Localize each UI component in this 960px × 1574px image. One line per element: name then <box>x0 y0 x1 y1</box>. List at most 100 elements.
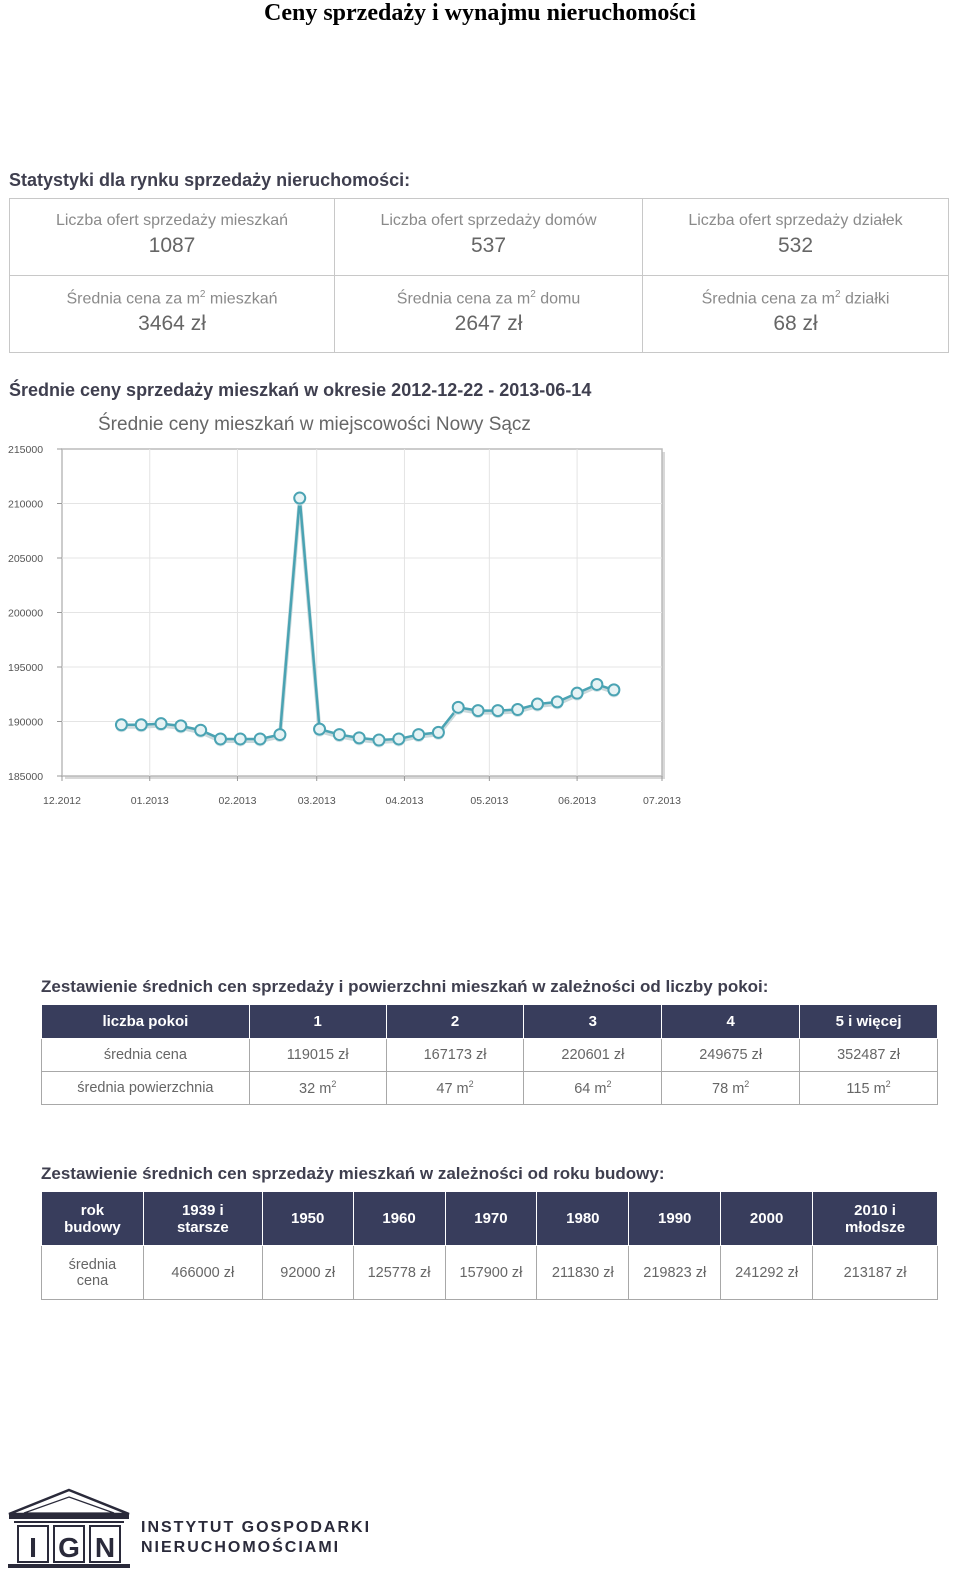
logo-letter: I <box>29 1532 37 1563</box>
data-point <box>213 732 227 746</box>
header-cell: 1970 <box>444 1191 538 1246</box>
table-cell: 64 m2 <box>523 1071 663 1105</box>
stat-value: 1087 <box>148 234 196 257</box>
header-cell: 3 <box>523 1004 663 1039</box>
data-point <box>590 677 604 691</box>
stat-value: 3464 zł <box>138 312 206 336</box>
data-point <box>253 732 267 746</box>
table-cell: 213187 zł <box>812 1245 938 1300</box>
data-point <box>114 718 128 732</box>
data-point <box>313 722 327 736</box>
stat-plot-price: Średnia cena za m2 działki 68 zł <box>643 276 948 352</box>
stat-apartment-price: Średnia cena za m2 mieszkań 3464 zł <box>10 276 335 352</box>
y-tick-label: 200000 <box>8 608 43 620</box>
stat-value: 532 <box>777 234 814 257</box>
stat-plot-offers: Liczba ofert sprzedaży działek 532 <box>643 199 948 276</box>
data-point <box>491 704 505 718</box>
header-cell: 1 <box>248 1004 387 1039</box>
table-cell: 219823 zł <box>628 1245 722 1300</box>
logo-text: INSTYTUT GOSPODARKI NIERUCHOMOŚCIAMI <box>141 1518 371 1558</box>
x-tick-label: 03.2013 <box>298 795 336 807</box>
data-point <box>332 728 346 742</box>
logo-letter: N <box>95 1532 115 1563</box>
stat-label: Liczba ofert sprzedaży mieszkań <box>55 212 289 229</box>
table-cell: 352487 zł <box>799 1038 938 1072</box>
x-tick-label: 01.2013 <box>131 795 169 807</box>
header-cell: 5 i więcej <box>799 1004 938 1039</box>
stat-label: Średnia cena za m2 działki <box>701 289 890 308</box>
table-row: średnia cena 119015 zł 167173 zł 220601 … <box>41 1038 938 1072</box>
header-cell: 1950 <box>261 1191 354 1246</box>
data-point <box>570 686 584 700</box>
table-cell: 115 m2 <box>799 1071 938 1105</box>
stat-house-offers: Liczba ofert sprzedaży domów 537 <box>335 199 643 276</box>
header-cell: 1990 <box>628 1191 722 1246</box>
table-cell: 241292 zł <box>720 1245 814 1300</box>
ign-logo: I G N <box>4 1488 134 1574</box>
year-table-header-row: rok budowy 1939 i starsze 1950 1960 1970 1… <box>41 1191 938 1246</box>
data-point <box>273 728 287 742</box>
table-cell: 211830 zł <box>536 1245 630 1300</box>
x-tick-label: 06.2013 <box>558 795 596 807</box>
data-point <box>293 491 307 505</box>
table-cell: 32 m2 <box>248 1071 387 1105</box>
y-tick-label: 205000 <box>8 553 43 565</box>
y-tick-label: 195000 <box>8 662 43 674</box>
row-label: średnia powierzchnia <box>41 1071 250 1105</box>
table-cell: 220601 zł <box>523 1038 663 1072</box>
data-point <box>174 719 188 733</box>
x-tick-label: 04.2013 <box>385 795 423 807</box>
data-point <box>471 704 485 718</box>
stat-value: 68 zł <box>773 312 818 336</box>
y-tick-label: 215000 <box>8 444 43 456</box>
x-tick-label: 12.2012 <box>43 795 81 807</box>
stat-label: Średnia cena za m2 mieszkań <box>66 289 278 308</box>
y-tick-label: 185000 <box>8 771 43 783</box>
header-cell: 2010 i młodsze <box>812 1191 938 1246</box>
data-point <box>451 700 465 714</box>
data-point <box>530 697 544 711</box>
table-cell: 119015 zł <box>248 1038 387 1072</box>
building-logo-icon: I G N <box>8 1488 130 1568</box>
header-cell: liczba pokoi <box>41 1004 250 1039</box>
x-tick-label: 02.2013 <box>218 795 256 807</box>
logo-letter: G <box>58 1532 80 1563</box>
stats-heading: Statystyki dla rynku sprzedaży nieruchom… <box>9 170 411 190</box>
table-cell: 157900 zł <box>444 1245 538 1300</box>
header-cell: 1960 <box>352 1191 446 1246</box>
row-label: średnia cena <box>41 1038 250 1072</box>
stat-label: Średnia cena za m2 domu <box>396 289 581 308</box>
price-line-chart: 185000 190000 195000 200000 205000 210000 2150… <box>8 444 681 807</box>
table-row: średnia powierzchnia 32 m2 47 m2 64 m2 7… <box>41 1071 938 1105</box>
rooms-table-header-row: liczba pokoi 1 2 3 4 5 i więcej <box>41 1004 938 1039</box>
x-tick-label: 05.2013 <box>470 795 508 807</box>
stat-label: Liczba ofert sprzedaży działek <box>688 212 903 229</box>
data-point <box>412 728 426 742</box>
table-cell: 466000 zł <box>142 1245 263 1300</box>
data-point <box>392 732 406 746</box>
chart-section-heading: Średnie ceny sprzedaży mieszkań w okresi… <box>9 380 592 400</box>
table-cell: 249675 zł <box>661 1038 801 1072</box>
data-point <box>352 731 366 745</box>
table-cell: 92000 zł <box>261 1245 354 1300</box>
stat-apartment-offers: Liczba ofert sprzedaży mieszkań 1087 <box>10 199 335 276</box>
header-cell: 1980 <box>536 1191 630 1246</box>
logo-line-1: INSTYTUT GOSPODARKI <box>141 1519 372 1536</box>
data-point <box>194 723 208 737</box>
stat-label: Liczba ofert sprzedaży domów <box>380 212 597 229</box>
header-cell: 2 <box>385 1004 525 1039</box>
data-point <box>134 718 148 732</box>
data-point <box>607 683 621 697</box>
data-point <box>511 703 525 717</box>
table-cell: 167173 zł <box>385 1038 525 1072</box>
header-cell: 2000 <box>720 1191 814 1246</box>
stats-box: Liczba ofert sprzedaży mieszkań 1087 Lic… <box>9 198 949 353</box>
year-table-heading: Zestawienie średnich cen sprzedaży miesz… <box>41 1164 665 1183</box>
header-cell: rok budowy <box>41 1191 144 1246</box>
table-cell: 47 m2 <box>385 1071 525 1105</box>
rooms-table: liczba pokoi 1 2 3 4 5 i więcej średnia … <box>41 1004 938 1105</box>
logo-line-2: NIERUCHOMOŚCIAMI <box>141 1539 341 1556</box>
y-tick-label: 190000 <box>8 717 43 729</box>
stat-value: 2647 zł <box>454 312 523 336</box>
header-cell: 1939 i starsze <box>142 1191 263 1246</box>
